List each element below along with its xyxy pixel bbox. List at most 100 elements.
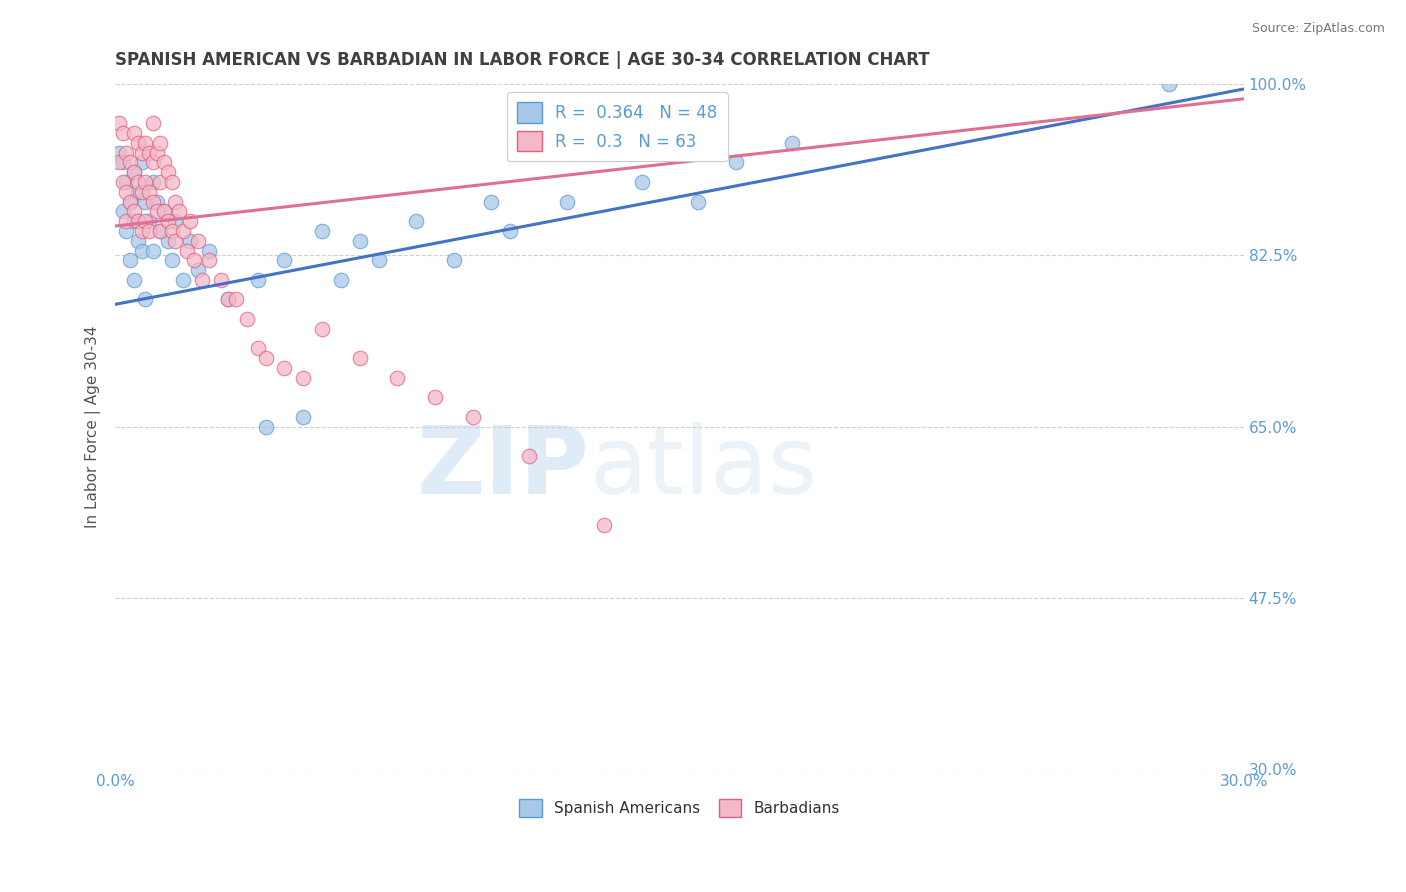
Point — [122, 273, 145, 287]
Point — [423, 390, 446, 404]
Point — [145, 194, 167, 209]
Point — [273, 253, 295, 268]
Point — [138, 214, 160, 228]
Point — [131, 185, 153, 199]
Point — [127, 234, 149, 248]
Point — [172, 273, 194, 287]
Point — [179, 214, 201, 228]
Point — [111, 155, 134, 169]
Point — [122, 165, 145, 179]
Point — [724, 155, 747, 169]
Point — [179, 234, 201, 248]
Point — [156, 165, 179, 179]
Point — [134, 214, 156, 228]
Point — [153, 204, 176, 219]
Point — [115, 175, 138, 189]
Point — [127, 185, 149, 199]
Point — [115, 145, 138, 160]
Point — [120, 253, 142, 268]
Point — [160, 224, 183, 238]
Point — [134, 136, 156, 150]
Point — [149, 175, 172, 189]
Point — [387, 371, 409, 385]
Legend: Spanish Americans, Barbadians: Spanish Americans, Barbadians — [513, 792, 846, 823]
Point — [183, 253, 205, 268]
Point — [499, 224, 522, 238]
Point — [131, 244, 153, 258]
Point — [120, 194, 142, 209]
Point — [142, 175, 165, 189]
Point — [149, 136, 172, 150]
Point — [165, 234, 187, 248]
Point — [292, 371, 315, 385]
Point — [254, 351, 277, 366]
Point — [153, 155, 176, 169]
Point — [120, 155, 142, 169]
Point — [122, 204, 145, 219]
Point — [329, 273, 352, 287]
Point — [461, 409, 484, 424]
Point — [187, 263, 209, 277]
Point — [111, 126, 134, 140]
Point — [688, 194, 710, 209]
Point — [165, 194, 187, 209]
Point — [131, 145, 153, 160]
Point — [225, 293, 247, 307]
Point — [127, 136, 149, 150]
Point — [115, 185, 138, 199]
Point — [149, 224, 172, 238]
Point — [122, 214, 145, 228]
Point — [555, 194, 578, 209]
Point — [311, 224, 333, 238]
Point — [131, 224, 153, 238]
Point — [593, 517, 616, 532]
Point — [349, 234, 371, 248]
Point — [247, 273, 270, 287]
Point — [111, 204, 134, 219]
Point — [160, 175, 183, 189]
Point — [142, 155, 165, 169]
Point — [167, 204, 190, 219]
Point — [127, 175, 149, 189]
Point — [142, 194, 165, 209]
Point — [142, 116, 165, 130]
Point — [115, 214, 138, 228]
Point — [217, 293, 239, 307]
Point — [156, 214, 179, 228]
Point — [142, 244, 165, 258]
Point — [198, 253, 221, 268]
Point — [1157, 77, 1180, 91]
Text: atlas: atlas — [589, 422, 817, 514]
Point — [217, 293, 239, 307]
Point — [247, 342, 270, 356]
Point — [138, 185, 160, 199]
Point — [127, 214, 149, 228]
Point — [349, 351, 371, 366]
Point — [122, 165, 145, 179]
Point — [165, 214, 187, 228]
Point — [187, 234, 209, 248]
Point — [311, 322, 333, 336]
Y-axis label: In Labor Force | Age 30-34: In Labor Force | Age 30-34 — [86, 326, 101, 528]
Point — [120, 194, 142, 209]
Point — [108, 155, 131, 169]
Point — [134, 293, 156, 307]
Text: SPANISH AMERICAN VS BARBADIAN IN LABOR FORCE | AGE 30-34 CORRELATION CHART: SPANISH AMERICAN VS BARBADIAN IN LABOR F… — [115, 51, 929, 69]
Point — [145, 145, 167, 160]
Point — [172, 224, 194, 238]
Point — [115, 224, 138, 238]
Point — [782, 136, 804, 150]
Point — [190, 273, 212, 287]
Point — [209, 273, 232, 287]
Point — [138, 145, 160, 160]
Point — [631, 175, 654, 189]
Point — [517, 449, 540, 463]
Point — [134, 194, 156, 209]
Text: ZIP: ZIP — [416, 422, 589, 514]
Point — [160, 253, 183, 268]
Point — [273, 361, 295, 376]
Point — [198, 244, 221, 258]
Point — [145, 204, 167, 219]
Point — [108, 116, 131, 130]
Point — [131, 155, 153, 169]
